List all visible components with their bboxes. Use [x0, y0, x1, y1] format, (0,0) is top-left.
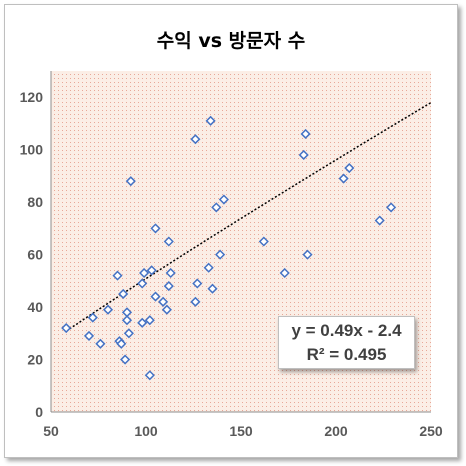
- chart-svg: 수익 vs 방문자 수 50 100 150 200 250 0 20 40 60 80 100 12…: [20, 30, 443, 439]
- trendline-equation: y = 0.49x - 2.4: [291, 321, 402, 340]
- x-tick-label: 150: [229, 423, 253, 439]
- scatter-point: [386, 202, 397, 213]
- scatter-point: [215, 249, 226, 260]
- scatter-point: [116, 338, 127, 349]
- scatter-point: [120, 354, 131, 365]
- chart-title: 수익 vs 방문자 수: [157, 30, 305, 52]
- scatter-point: [218, 194, 229, 205]
- x-tick-label: 100: [134, 423, 158, 439]
- scatter-point: [123, 328, 134, 339]
- scatter-point: [211, 202, 222, 213]
- scatter-point: [112, 270, 123, 281]
- trendline-r-squared: R² = 0.495: [306, 345, 387, 364]
- scatter-point: [144, 370, 155, 381]
- scatter-points: [61, 115, 397, 381]
- y-tick-label: 100: [20, 142, 44, 158]
- scatter-point: [279, 267, 290, 279]
- y-tick-label: 20: [27, 352, 43, 368]
- scatter-point: [163, 281, 174, 292]
- scatter-point: [144, 315, 155, 326]
- scatter-point: [158, 296, 169, 307]
- scatter-point: [102, 304, 114, 315]
- scatter-point: [190, 296, 201, 307]
- y-tick-label: 0: [35, 404, 43, 420]
- scatter-point: [192, 278, 203, 289]
- scatter-point: [190, 134, 201, 145]
- scatter-point: [374, 215, 385, 226]
- scatter-point: [302, 249, 313, 260]
- chart-frame: 수익 vs 방문자 수 50 100 150 200 250 0 20 40 60 80 100 12…: [4, 4, 458, 458]
- scatter-point: [121, 315, 133, 326]
- scatter-point: [344, 162, 355, 174]
- scatter-point: [300, 128, 311, 140]
- scatter-point: [298, 149, 309, 160]
- scatter-point: [61, 323, 72, 334]
- scatter-point: [150, 223, 161, 234]
- scatter-point: [83, 330, 95, 341]
- scatter-point: [95, 338, 106, 349]
- scatter-point: [87, 312, 98, 323]
- scatter-point: [146, 265, 157, 276]
- x-tick-label: 50: [43, 423, 59, 439]
- scatter-point: [207, 283, 218, 294]
- x-tick-label: 250: [419, 423, 443, 439]
- scatter-point: [137, 317, 148, 328]
- scatter-point: [163, 236, 174, 247]
- scatter-point: [139, 267, 150, 279]
- scatter-point: [205, 115, 216, 126]
- scatter-point: [121, 307, 133, 318]
- scatter-point: [161, 304, 172, 315]
- scatter-point: [137, 278, 148, 289]
- tick-labels: 50 100 150 200 250 0 20 40 60 80 100 120: [20, 89, 443, 439]
- y-tick-label: 60: [27, 247, 43, 263]
- scatter-point: [150, 291, 161, 302]
- y-tick-label: 40: [27, 299, 43, 315]
- scatter-point: [118, 288, 129, 300]
- scatter-point: [125, 176, 136, 187]
- scatter-point: [338, 173, 349, 184]
- trendline: [65, 101, 432, 332]
- scatter-point: [165, 267, 176, 279]
- y-tick-label: 80: [27, 194, 43, 210]
- scatter-point: [203, 262, 214, 273]
- x-tick-label: 200: [324, 423, 348, 439]
- y-tick-label: 120: [20, 89, 44, 105]
- scatter-point: [258, 236, 269, 247]
- trendline-equation-box: y = 0.49x - 2.4 R² = 0.495: [278, 316, 415, 369]
